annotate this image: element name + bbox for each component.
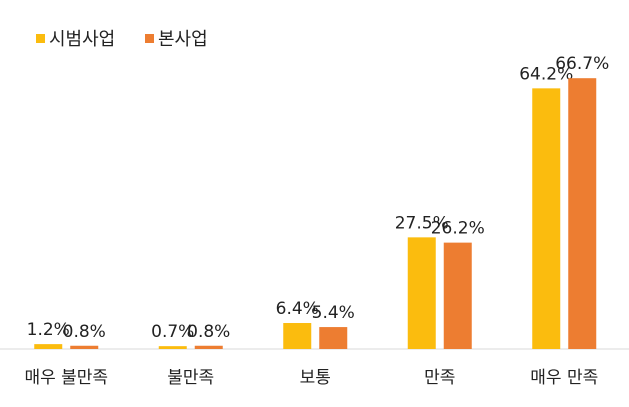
- bar: [70, 345, 99, 349]
- bar: [283, 323, 312, 349]
- bar: [443, 242, 472, 349]
- bar: [158, 346, 187, 349]
- value-label: 26.2%: [431, 219, 485, 239]
- value-label: 27.5%: [395, 213, 449, 233]
- legend-swatch: [145, 34, 154, 43]
- value-label: 0.8%: [187, 322, 230, 342]
- legend-label: 본사업: [158, 29, 208, 50]
- bar: [319, 327, 348, 349]
- value-label: 0.8%: [63, 322, 106, 342]
- bar: [34, 344, 63, 349]
- x-tick-label: 매우 만족: [530, 368, 598, 388]
- value-label: 64.2%: [519, 64, 573, 84]
- value-label: 1.2%: [27, 320, 70, 340]
- legend-swatch: [36, 34, 45, 43]
- bar: [568, 78, 597, 349]
- x-tick-label: 불만족: [167, 368, 214, 388]
- x-tick-label: 보통: [300, 368, 331, 388]
- bar: [194, 345, 223, 349]
- value-label: 0.7%: [151, 322, 194, 342]
- bar: [407, 237, 436, 349]
- value-label: 66.7%: [555, 54, 609, 74]
- x-tick-label: 만족: [424, 368, 455, 388]
- legend-label: 시범사업: [49, 29, 115, 50]
- value-label: 5.4%: [312, 303, 355, 323]
- value-label: 6.4%: [276, 299, 319, 319]
- x-tick-label: 매우 불만족: [24, 368, 108, 388]
- bar: [532, 88, 561, 350]
